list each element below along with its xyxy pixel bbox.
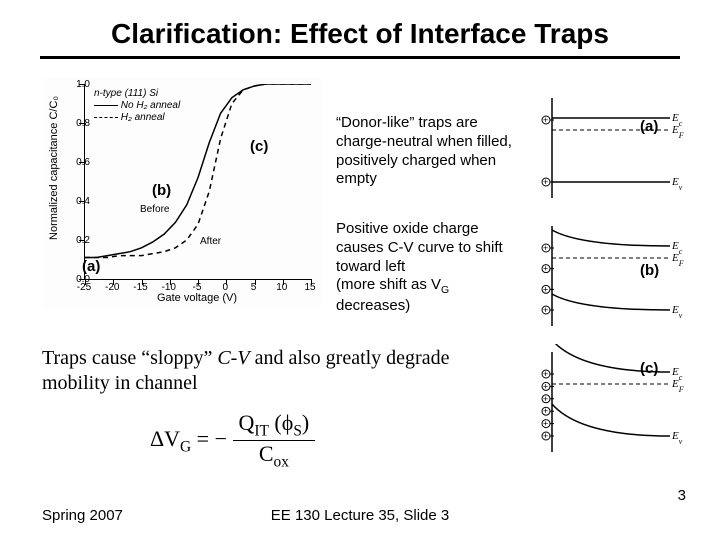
svg-text:+: + (543, 369, 548, 379)
cv-label-b: (b) (152, 182, 171, 199)
svg-text:+: + (543, 431, 548, 441)
cv-label-a: (a) (82, 258, 100, 275)
page-number: 3 (678, 487, 686, 504)
band-label-b: (b) (640, 262, 659, 279)
svg-text:+: + (543, 264, 548, 274)
legend-header: n-type (111) Si (94, 88, 180, 100)
svg-text:+: + (543, 419, 548, 429)
svg-text:+: + (543, 381, 548, 391)
svg-text:Ev: Ev (671, 176, 683, 192)
svg-text:+: + (543, 284, 548, 294)
legend-item-1: H₂ anneal (94, 112, 180, 124)
band-diagram-c: ++++++EcEFEv (520, 344, 690, 459)
legend-item-0: No H₂ anneal (94, 100, 180, 112)
svg-text:+: + (543, 394, 548, 404)
svg-text:+: + (543, 115, 548, 125)
svg-text:Ev: Ev (671, 430, 683, 446)
title-underline (40, 56, 680, 59)
band-label-c: (c) (640, 360, 658, 377)
cv-legend: n-type (111) Si No H₂ anneal H₂ anneal (94, 88, 180, 124)
cv-xlabel: Gate voltage (V) (84, 292, 310, 304)
band-diagram-a: ++EcEFEv (520, 90, 690, 205)
svg-text:+: + (543, 243, 548, 253)
summary-sentence: Traps cause “sloppy” C-V and also greatl… (42, 346, 462, 396)
svg-text:+: + (543, 177, 548, 187)
equation: ΔVG = − QIT (ϕS) Cox (150, 410, 315, 472)
cv-label-c: (c) (250, 138, 268, 155)
cv-before: Before (140, 204, 169, 215)
svg-text:+: + (543, 305, 548, 315)
anno-oxide: Positive oxide charge causes C-V curve t… (336, 220, 526, 316)
cv-after: After (200, 236, 221, 247)
svg-text:Ev: Ev (671, 304, 683, 320)
band-label-a: (a) (640, 118, 658, 135)
anno-donor: “Donor-like” traps are charge-neutral wh… (336, 114, 526, 189)
slide-title: Clarification: Effect of Interface Traps (0, 18, 720, 50)
band-diagram-b: ++++EcEFEv (520, 218, 690, 333)
footer-center: EE 130 Lecture 35, Slide 3 (0, 507, 720, 524)
svg-text:+: + (543, 406, 548, 416)
cv-ylabel: Normalized capacitance C/C₀ (48, 78, 60, 258)
